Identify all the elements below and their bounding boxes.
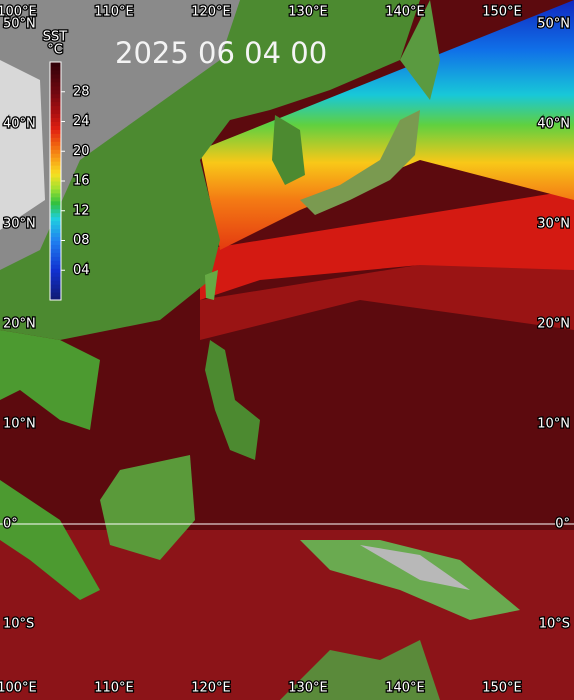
colorbar-segment xyxy=(50,236,61,241)
colorbar-segment xyxy=(50,216,61,222)
lat-label-right: 10°S xyxy=(539,617,570,632)
colorbar-segment xyxy=(50,244,61,249)
colorbar-segment xyxy=(50,93,61,99)
colorbar-segment xyxy=(50,97,61,103)
colorbar-segment xyxy=(50,141,61,146)
lon-label-bottom: 110°E xyxy=(94,681,134,696)
colorbar-segment xyxy=(50,204,61,210)
colorbar-segment xyxy=(50,268,61,273)
lat-label-left: 20°N xyxy=(3,317,36,332)
colorbar-segment xyxy=(50,276,61,281)
lat-label-right: 0° xyxy=(555,517,570,532)
colorbar-segment xyxy=(50,288,61,293)
lat-label-right: 30°N xyxy=(537,217,570,232)
colorbar-segment xyxy=(50,161,61,166)
colorbar-segment xyxy=(50,173,61,178)
lat-label-left: 0° xyxy=(3,517,18,532)
colorbar-segment xyxy=(50,200,61,206)
lat-label-right: 50°N xyxy=(537,17,570,32)
lat-label-right: 40°N xyxy=(537,117,570,132)
colorbar-segment xyxy=(50,232,61,238)
colorbar-segment xyxy=(50,252,61,257)
colorbar-segment xyxy=(50,228,61,234)
lat-label-left: 10°N xyxy=(3,417,36,432)
colorbar-segment xyxy=(50,81,61,87)
colorbar-segment xyxy=(50,65,61,71)
colorbar-segment xyxy=(50,188,61,194)
colorbar-segment xyxy=(50,296,61,301)
colorbar-segment xyxy=(50,260,61,265)
lon-label-top: 120°E xyxy=(191,5,231,20)
colorbar: 04 08 12 16 20 24 28 xyxy=(49,61,91,301)
lon-label-bottom: 100°E xyxy=(0,681,37,696)
colorbar-segment xyxy=(50,192,61,198)
lat-label-left: 10°S xyxy=(3,617,34,632)
colorbar-segment xyxy=(50,284,61,289)
colorbar-segment xyxy=(50,264,61,269)
colorbar-segment xyxy=(50,220,61,226)
colorbar-segment xyxy=(50,129,61,134)
lat-label-left: 50°N xyxy=(3,17,36,32)
colorbar-tick-label: 08 xyxy=(73,233,90,248)
colorbar-segment xyxy=(50,62,61,67)
colorbar-segment xyxy=(50,137,61,142)
colorbar-segment xyxy=(50,169,61,174)
colorbar-segment xyxy=(50,177,61,182)
colorbar-segment xyxy=(50,196,61,202)
lon-label-bottom: 130°E xyxy=(288,681,328,696)
colorbar-segment xyxy=(50,256,61,261)
lat-label-left: 40°N xyxy=(3,117,36,132)
colorbar-segment xyxy=(50,89,61,95)
colorbar-segment xyxy=(50,113,61,119)
lat-label-right: 10°N xyxy=(537,417,570,432)
colorbar-segment xyxy=(50,157,61,162)
colorbar-segment xyxy=(50,208,61,214)
timestamp-title: 2025 06 04 00 xyxy=(115,36,327,70)
colorbar-segment xyxy=(50,212,61,218)
colorbar-segment xyxy=(50,184,61,190)
colorbar-segment xyxy=(50,77,61,83)
colorbar-segment xyxy=(50,101,61,107)
colorbar-unit: °C xyxy=(47,43,63,58)
colorbar-segment xyxy=(50,69,61,75)
colorbar-segment xyxy=(50,85,61,91)
colorbar-segment xyxy=(50,133,61,138)
colorbar-segment xyxy=(50,73,61,79)
colorbar-segment xyxy=(50,240,61,245)
colorbar-segment xyxy=(50,125,61,130)
colorbar-segment xyxy=(50,153,61,158)
colorbar-segment xyxy=(50,292,61,297)
colorbar-tick-label: 28 xyxy=(73,84,90,99)
lon-label-bottom: 140°E xyxy=(385,681,425,696)
graticule-labels: 100°E 100°E 110°E 110°E 120°E 120°E 130°E 130°E… xyxy=(0,3,571,697)
colorbar-segment xyxy=(50,109,61,115)
colorbar-segment xyxy=(50,181,61,186)
colorbar-tick-label: 04 xyxy=(73,263,90,278)
colorbar-segment xyxy=(50,121,61,126)
colorbar-segment xyxy=(50,117,61,122)
colorbar-tick-label: 24 xyxy=(73,114,90,129)
colorbar-tick-label: 20 xyxy=(73,144,90,159)
colorbar-segment xyxy=(50,145,61,150)
lon-label-top: 100°E xyxy=(0,5,37,20)
colorbar-segment xyxy=(50,224,61,230)
lon-label-bottom: 150°E xyxy=(482,681,522,696)
colorbar-segment xyxy=(50,248,61,253)
colorbar-tick-label: 12 xyxy=(73,203,90,218)
lon-label-bottom: 120°E xyxy=(191,681,231,696)
lon-label-top: 150°E xyxy=(482,5,522,20)
colorbar-segment xyxy=(50,165,61,170)
colorbar-segment xyxy=(50,272,61,277)
colorbar-segment xyxy=(50,149,61,154)
colorbar-label: SST xyxy=(43,30,68,45)
lon-label-top: 110°E xyxy=(94,5,134,20)
lon-label-top: 140°E xyxy=(385,5,425,20)
colorbar-tick-label: 16 xyxy=(73,174,90,189)
lon-label-top: 130°E xyxy=(288,5,328,20)
lat-label-left: 30°N xyxy=(3,217,36,232)
colorbar-segment xyxy=(50,105,61,111)
lat-label-right: 20°N xyxy=(537,317,570,332)
colorbar-segment xyxy=(50,280,61,285)
